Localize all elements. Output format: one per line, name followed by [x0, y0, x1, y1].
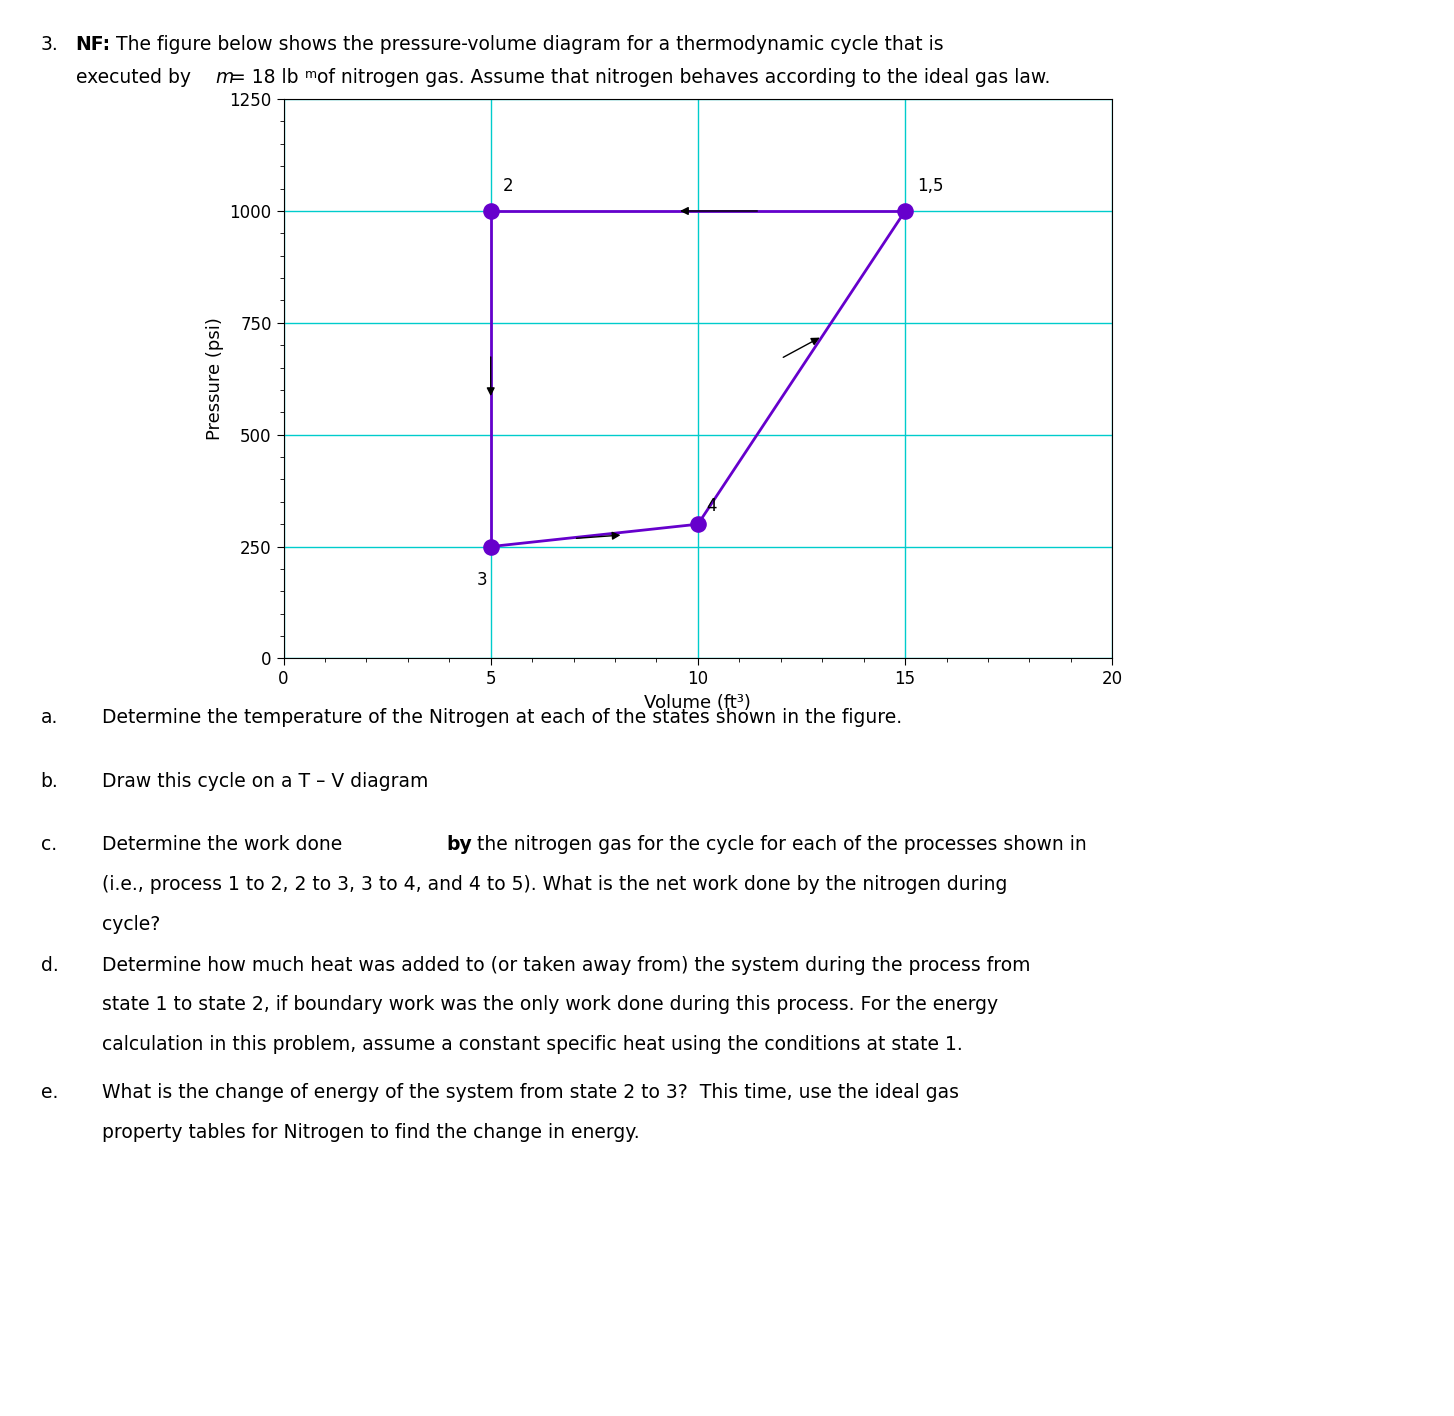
Text: Determine how much heat was added to (or taken away from) the system during the : Determine how much heat was added to (or…: [102, 956, 1031, 974]
Text: b.: b.: [41, 772, 58, 790]
Text: = 18 lb: = 18 lb: [230, 68, 298, 86]
Point: [893, 200, 917, 222]
Text: e.: e.: [41, 1083, 58, 1102]
X-axis label: Volume (ft³): Volume (ft³): [644, 694, 752, 712]
Text: The figure below shows the pressure-volume diagram for a thermodynamic cycle tha: The figure below shows the pressure-volu…: [116, 35, 944, 54]
Y-axis label: Pressure (psi): Pressure (psi): [206, 317, 224, 440]
Text: Determine the work done: Determine the work done: [102, 835, 348, 854]
Text: the nitrogen gas for the cycle for each of the processes shown in: the nitrogen gas for the cycle for each …: [477, 835, 1086, 854]
Text: NF:: NF:: [76, 35, 111, 54]
Text: by: by: [446, 835, 473, 854]
Text: state 1 to state 2, if boundary work was the only work done during this process.: state 1 to state 2, if boundary work was…: [102, 995, 997, 1014]
Text: What is the change of energy of the system from state 2 to 3?  This time, use th: What is the change of energy of the syst…: [102, 1083, 958, 1102]
Text: calculation in this problem, assume a constant specific heat using the condition: calculation in this problem, assume a co…: [102, 1035, 963, 1054]
Text: Determine the temperature of the Nitrogen at each of the states shown in the fig: Determine the temperature of the Nitroge…: [102, 708, 901, 726]
Text: executed by: executed by: [76, 68, 196, 86]
Text: 3: 3: [477, 571, 487, 589]
Text: 2: 2: [503, 177, 513, 195]
Text: cycle?: cycle?: [102, 915, 160, 933]
Text: (i.e., process 1 to 2, 2 to 3, 3 to 4, and 4 to 5). What is the net work done by: (i.e., process 1 to 2, 2 to 3, 3 to 4, a…: [102, 875, 1008, 893]
Text: Draw this cycle on a T – V diagram: Draw this cycle on a T – V diagram: [102, 772, 427, 790]
Text: 3.: 3.: [41, 35, 58, 54]
Point: [686, 513, 710, 535]
Point: [480, 200, 503, 222]
Text: a.: a.: [41, 708, 58, 726]
Text: c.: c.: [41, 835, 57, 854]
Text: d.: d.: [41, 956, 58, 974]
Text: m: m: [215, 68, 234, 86]
Text: of nitrogen gas. Assume that nitrogen behaves according to the ideal gas law.: of nitrogen gas. Assume that nitrogen be…: [317, 68, 1050, 86]
Text: m: m: [305, 68, 317, 81]
Text: 1,5: 1,5: [917, 177, 944, 195]
Text: property tables for Nitrogen to find the change in energy.: property tables for Nitrogen to find the…: [102, 1123, 640, 1141]
Point: [480, 535, 503, 558]
Text: 4: 4: [707, 497, 717, 515]
